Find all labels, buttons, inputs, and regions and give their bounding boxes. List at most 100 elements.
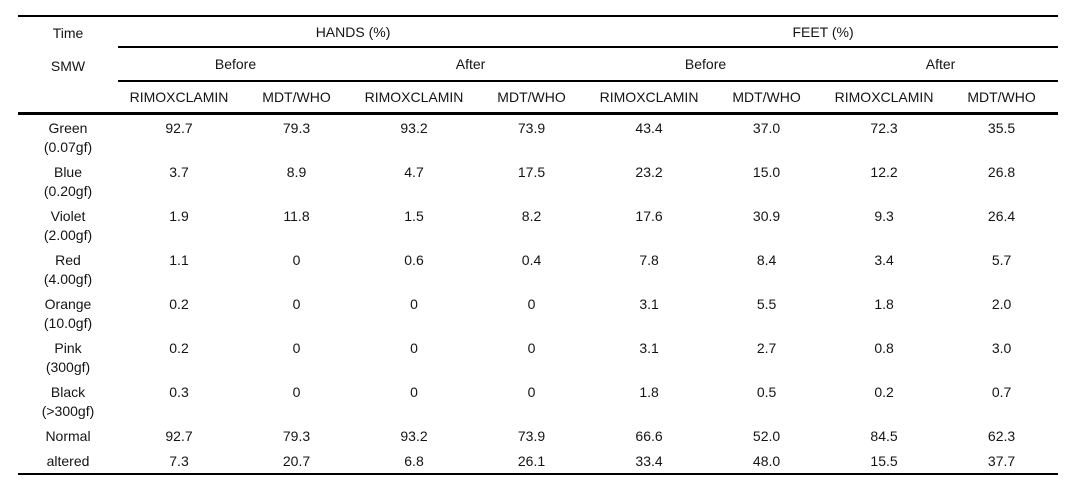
cell-value: 0.3 <box>169 383 189 400</box>
cell-value: 93.2 <box>400 427 428 444</box>
table-row-pink: Pink (300gf) 0.2 0 0 0 3.1 2.7 0.8 3.0 <box>18 335 1058 379</box>
cell-value: 20.7 <box>282 452 311 469</box>
group-header-feet: FEET (%) <box>588 16 1059 48</box>
row-label: Blue (0.20gf) <box>18 159 118 203</box>
cell-value: 1.5 <box>404 207 424 224</box>
cell-value: 2.7 <box>756 339 777 356</box>
cell-value: 43.4 <box>635 119 663 136</box>
cell-value: 0 <box>410 339 418 356</box>
cell-value: 48.0 <box>752 452 781 469</box>
cell-value: 0.2 <box>874 383 894 400</box>
cell-value: 11.8 <box>283 207 310 224</box>
cell-value: 26.1 <box>517 452 546 469</box>
cell-value: 9.3 <box>874 207 894 224</box>
row-label: Violet (2.00gf) <box>18 203 118 247</box>
cell-value: 84.5 <box>870 427 898 444</box>
cell-value: 73.9 <box>517 119 546 136</box>
cell-value: 23.2 <box>635 163 663 180</box>
cell-value: 0.2 <box>169 339 189 356</box>
cell-value: 8.2 <box>521 207 542 224</box>
cell-value: 0 <box>410 295 418 312</box>
subgroup-hands-before: Before <box>118 47 353 82</box>
cell-value: 3.4 <box>874 251 894 268</box>
cell-value: 3.1 <box>639 339 659 356</box>
cell-value: 0.4 <box>521 251 542 268</box>
column-header: RIMOXCLAMIN <box>823 81 946 115</box>
cell-value: 79.3 <box>282 427 311 444</box>
cell-value: 72.3 <box>870 119 898 136</box>
row-label-line1: Blue <box>53 163 83 180</box>
cell-value: 7.8 <box>639 251 659 268</box>
row-label-line1: Orange <box>44 295 92 312</box>
cell-value: 93.2 <box>400 119 428 136</box>
cell-value: 0.7 <box>991 383 1012 400</box>
row-label: Pink (300gf) <box>18 335 118 379</box>
cell-value: 79.3 <box>282 119 311 136</box>
cell-value: 2.0 <box>991 295 1012 312</box>
cell-value: 4.7 <box>404 163 424 180</box>
cell-value: 5.7 <box>991 251 1012 268</box>
row-label-line1: Black <box>50 383 86 400</box>
table-row-altered: altered 7.3 20.7 6.8 26.1 33.4 48.0 15.5… <box>18 448 1058 474</box>
column-header-row: RIMOXCLAMIN MDT/WHO RIMOXCLAMIN MDT/WHO … <box>18 81 1059 115</box>
cell-value: 0 <box>292 251 301 268</box>
column-header: MDT/WHO <box>945 81 1059 115</box>
table-row-green: Green (0.07gf) 92.7 79.3 93.2 73.9 43.4 … <box>18 113 1058 159</box>
cell-value: 0 <box>410 383 418 400</box>
cell-value: 92.7 <box>165 427 193 444</box>
cell-value: 1.8 <box>874 295 894 312</box>
cell-value: 12.2 <box>870 163 898 180</box>
cell-value: 0 <box>292 339 301 356</box>
row-label-line2: (10.0gf) <box>43 314 93 331</box>
cell-value: 0.2 <box>169 295 189 312</box>
subgroup-hands-after: After <box>353 47 589 82</box>
column-header: RIMOXCLAMIN <box>588 81 711 115</box>
row-label-line1: Normal <box>45 427 91 444</box>
cell-value: 7.3 <box>169 452 189 469</box>
group-header-row: Time SMW HANDS (%) FEET (%) <box>18 16 1059 115</box>
cell-value: 37.7 <box>987 452 1016 469</box>
cell-value: 0.6 <box>404 251 424 268</box>
row-label: altered <box>18 448 118 474</box>
column-header: MDT/WHO <box>475 81 589 115</box>
cell-value: 30.9 <box>752 207 781 224</box>
table-row-normal: Normal 92.7 79.3 93.2 73.9 66.6 52.0 84.… <box>18 423 1058 448</box>
cell-value: 26.4 <box>987 207 1016 224</box>
cell-value: 6.8 <box>404 452 424 469</box>
cell-value: 1.9 <box>169 207 189 224</box>
cell-value: 35.5 <box>987 119 1016 136</box>
group-header-hands: HANDS (%) <box>118 16 589 48</box>
row-label-line2: (2.00gf) <box>43 226 93 243</box>
subgroup-feet-after: After <box>823 47 1059 82</box>
cell-value: 15.0 <box>752 163 781 180</box>
cell-value: 0 <box>292 383 301 400</box>
cell-value: 62.3 <box>987 427 1016 444</box>
smw-results-table: Time SMW HANDS (%) FEET (%) Before After… <box>18 15 1059 475</box>
cell-value: 5.5 <box>756 295 777 312</box>
table-row-violet: Violet (2.00gf) 1.9 11.8 1.5 8.2 17.6 30… <box>18 203 1058 247</box>
column-header: RIMOXCLAMIN <box>353 81 475 115</box>
cell-value: 1.8 <box>639 383 659 400</box>
cell-value: 37.0 <box>752 119 781 136</box>
cell-value: 17.6 <box>635 207 663 224</box>
row-label-line1: Green <box>48 119 88 136</box>
cell-value: 52.0 <box>752 427 781 444</box>
row-label: Orange (10.0gf) <box>18 291 118 335</box>
row-label-line2: (>300gf) <box>41 402 95 419</box>
table-row-red: Red (4.00gf) 1.1 0 0.6 0.4 7.8 8.4 3.4 5… <box>18 247 1058 291</box>
subgroup-header-row: Before After Before After <box>18 47 1059 82</box>
row-label-line2: (4.00gf) <box>43 270 93 287</box>
table-row-black: Black (>300gf) 0.3 0 0 0 1.8 0.5 0.2 0.7 <box>18 379 1058 423</box>
table-row-blue: Blue (0.20gf) 3.7 8.9 4.7 17.5 23.2 15.0… <box>18 159 1058 203</box>
cell-value: 3.1 <box>639 295 659 312</box>
row-label-line1: Red <box>55 251 81 268</box>
cell-value: 3.0 <box>991 339 1012 356</box>
row-label: Black (>300gf) <box>18 379 118 423</box>
corner-header-line2: SMW <box>50 58 86 74</box>
cell-value: 66.6 <box>635 427 663 444</box>
column-header: MDT/WHO <box>240 81 353 115</box>
cell-value: 0.8 <box>874 339 894 356</box>
cell-value: 0 <box>527 383 536 400</box>
cell-value: 73.9 <box>517 427 546 444</box>
